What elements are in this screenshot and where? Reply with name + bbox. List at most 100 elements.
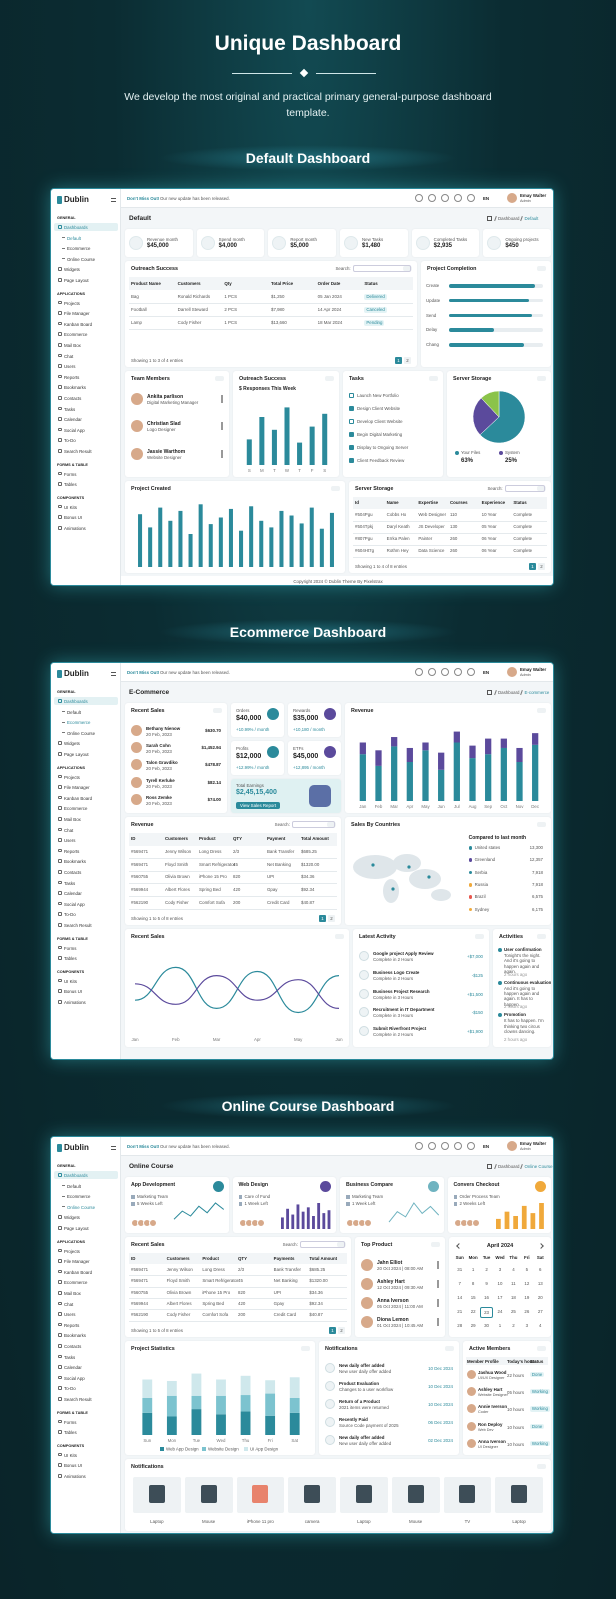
menu-button[interactable] <box>325 376 334 381</box>
menu-item[interactable]: Animations <box>64 526 86 531</box>
task-checkbox[interactable] <box>349 432 354 437</box>
menu-item[interactable]: Users <box>64 1312 76 1318</box>
toolbar-icon[interactable] <box>441 194 449 202</box>
menu-button[interactable] <box>431 1242 440 1247</box>
calendar-day[interactable]: 9 <box>485 1281 488 1286</box>
menu-item[interactable]: Projects <box>64 1248 80 1254</box>
menu-item[interactable]: Kanban Board <box>64 795 93 801</box>
calendar-day[interactable]: 28 <box>457 1323 463 1328</box>
menu-item[interactable]: Page Layout <box>64 278 89 283</box>
menu-item[interactable]: Tasks <box>64 880 76 886</box>
menu-item[interactable]: Social App <box>64 901 85 907</box>
calendar-day[interactable]: 17 <box>497 1295 503 1300</box>
menu-item[interactable]: Dashboards <box>64 225 88 230</box>
toolbar-icon[interactable] <box>415 668 423 676</box>
search-input[interactable] <box>299 1241 345 1248</box>
menu-item[interactable]: Ecommerce <box>67 720 91 726</box>
page-button[interactable]: 2 <box>404 357 411 364</box>
calendar-day[interactable]: 3 <box>498 1267 502 1272</box>
menu-item[interactable]: Chat <box>64 353 74 359</box>
task-checkbox[interactable] <box>349 445 354 450</box>
menu-item[interactable]: Contacts <box>64 396 82 401</box>
menu-item[interactable]: Projects <box>64 774 80 780</box>
toolbar-icon[interactable] <box>415 194 423 202</box>
menu-item[interactable]: Forms <box>64 471 77 477</box>
menu-item[interactable]: Page Layout <box>64 1226 89 1231</box>
menu-item[interactable]: Tasks <box>64 1354 76 1360</box>
menu-toggle[interactable] <box>111 1146 116 1150</box>
menu-item[interactable]: Forms <box>64 945 77 951</box>
menu-item[interactable]: Chat <box>64 1301 74 1307</box>
calendar-day[interactable]: 25 <box>510 1309 516 1314</box>
toolbar-icon[interactable] <box>454 1142 462 1150</box>
calendar-day[interactable]: 10 <box>497 1281 503 1286</box>
toolbar-icon[interactable] <box>467 194 475 202</box>
toolbar-icon[interactable] <box>467 1142 475 1150</box>
menu-button[interactable] <box>337 1242 346 1247</box>
menu-item[interactable]: Ecommerce <box>64 1280 88 1286</box>
menu-item[interactable]: Users <box>64 364 76 370</box>
calendar-day[interactable]: 15 <box>470 1295 476 1300</box>
calendar-day[interactable]: 6 <box>539 1267 542 1272</box>
page-button[interactable]: 1 <box>319 915 326 922</box>
calendar-day[interactable]: 2 <box>512 1323 515 1328</box>
menu-item[interactable]: Reports <box>64 1322 80 1328</box>
menu-item[interactable]: To-Do <box>64 438 76 444</box>
menu-button[interactable] <box>215 376 224 381</box>
toolbar-icon[interactable] <box>454 194 462 202</box>
menu-item[interactable]: Mail Box <box>64 817 81 822</box>
toolbar-icon[interactable] <box>467 668 475 676</box>
menu-item[interactable]: Tables <box>64 1430 77 1436</box>
menu-item[interactable]: Bonus UI <box>64 515 83 521</box>
menu-button[interactable] <box>475 934 484 939</box>
menu-item[interactable]: Projects <box>64 300 80 306</box>
menu-item[interactable]: Social App <box>64 1375 85 1381</box>
menu-item[interactable]: Online Course <box>67 730 96 736</box>
menu-button[interactable] <box>537 1346 546 1351</box>
menu-button[interactable] <box>213 708 222 713</box>
toolbar-icon[interactable] <box>428 1142 436 1150</box>
menu-item[interactable]: Tables <box>64 482 77 488</box>
menu-item[interactable]: Social App <box>64 427 85 433</box>
menu-item[interactable]: Kanban Board <box>64 1269 93 1275</box>
report-button[interactable]: View Sales Report <box>236 801 281 809</box>
menu-button[interactable] <box>537 486 546 491</box>
menu-button[interactable] <box>403 266 412 271</box>
menu-item[interactable]: Widgets <box>64 1215 80 1221</box>
calendar-day[interactable]: 12 <box>524 1281 530 1286</box>
menu-button[interactable] <box>331 486 340 491</box>
menu-item[interactable]: Bonus UI <box>64 1463 83 1469</box>
menu-item[interactable]: Online Course <box>67 1204 96 1210</box>
menu-button[interactable] <box>301 1346 310 1351</box>
calendar-day[interactable]: 30 <box>484 1323 489 1328</box>
menu-item[interactable]: UI Kits <box>64 504 77 510</box>
menu-item[interactable]: Dashboards <box>64 699 88 704</box>
menu-item[interactable]: Search Result <box>64 923 92 928</box>
calendar-day[interactable]: 14 <box>457 1295 463 1300</box>
page-button[interactable]: 2 <box>538 563 545 570</box>
menu-item[interactable]: Tasks <box>64 406 76 412</box>
menu-button[interactable] <box>429 376 438 381</box>
page-button[interactable]: 1 <box>529 563 536 570</box>
calendar-day[interactable]: 23 <box>479 1307 494 1318</box>
menu-item[interactable]: Forms <box>64 1419 77 1425</box>
calendar-day[interactable]: 24 <box>497 1309 503 1314</box>
calendar-day[interactable]: 27 <box>537 1309 543 1314</box>
calendar-day[interactable]: 2 <box>485 1267 488 1272</box>
page-button[interactable]: 2 <box>328 915 335 922</box>
calendar-day[interactable]: 29 <box>470 1323 476 1328</box>
menu-item[interactable]: Search Result <box>64 1397 92 1402</box>
page-button[interactable]: 1 <box>329 1327 336 1334</box>
toolbar-icon[interactable] <box>428 194 436 202</box>
menu-button[interactable] <box>537 934 546 939</box>
menu-item[interactable]: Default <box>67 1183 81 1189</box>
calendar-day[interactable]: 5 <box>525 1267 529 1272</box>
calendar-day[interactable]: 1 <box>498 1323 502 1328</box>
task-checkbox[interactable] <box>349 419 354 424</box>
task-checkbox[interactable] <box>349 406 354 411</box>
menu-item[interactable]: Reports <box>64 374 80 380</box>
menu-item[interactable]: Animations <box>64 1000 86 1005</box>
menu-item[interactable]: UI Kits <box>64 1452 77 1458</box>
calendar-day[interactable]: 19 <box>524 1295 530 1300</box>
menu-item[interactable]: File Manager <box>64 1259 90 1265</box>
